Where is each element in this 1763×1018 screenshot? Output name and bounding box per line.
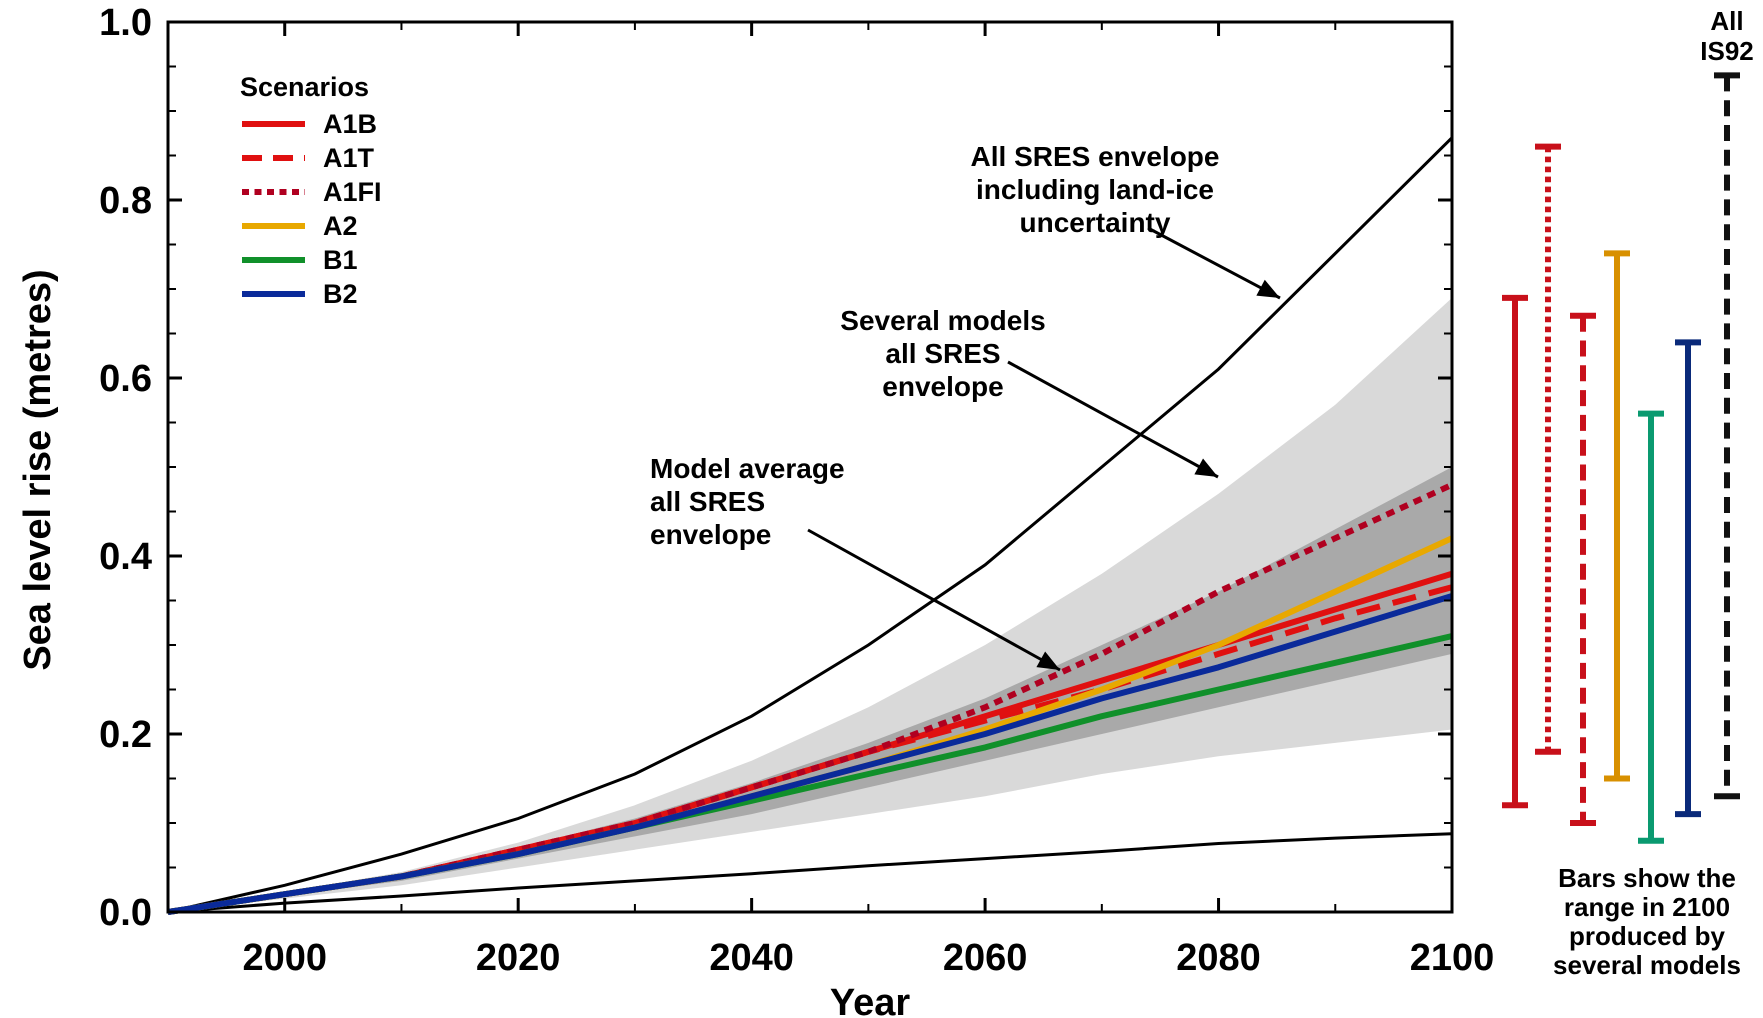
legend: Scenarios A1B A1T A1FI A2 B1 B2 — [240, 72, 382, 309]
annotation-model-average-line: envelope — [650, 519, 771, 550]
x-tick-label: 2060 — [943, 937, 1028, 979]
envelope-layer — [167, 136, 1454, 914]
y-tick-label: 0.8 — [99, 180, 152, 222]
legend-label-a1fi: A1FI — [323, 177, 382, 207]
annotation-land-ice-line: All SRES envelope — [971, 141, 1220, 172]
series-layer — [167, 482, 1454, 915]
x-axis-label: Year — [830, 982, 911, 1018]
x-tick-label: 2040 — [709, 937, 794, 979]
annotation-several-models-line: all SRES — [885, 338, 1000, 369]
range-bar-label-is92: IS92 — [1700, 36, 1754, 66]
envelope-land-ice-upper — [167, 136, 1454, 914]
y-tick-label: 0.2 — [99, 714, 152, 756]
annotation-arrows — [807, 226, 1281, 672]
legend-label-a1b: A1B — [323, 109, 377, 139]
series-line-b2 — [167, 593, 1453, 915]
y-tick-label: 1.0 — [99, 2, 152, 44]
y-tick-label: 0.0 — [99, 892, 152, 934]
legend-title: Scenarios — [240, 72, 369, 102]
arrow-several-models-shaft — [1007, 360, 1219, 479]
annotation-land-ice-line: uncertainty — [1020, 207, 1171, 238]
y-axis-label: Sea level rise (metres) — [17, 269, 59, 670]
annotation-several-models-line: Several models — [840, 305, 1045, 336]
legend-label-a2: A2 — [323, 211, 358, 241]
y-tick-label: 0.4 — [99, 536, 152, 578]
annotation-several-models-line: envelope — [882, 371, 1003, 402]
x-tick-label: 2100 — [1410, 937, 1495, 979]
envelope-model-average — [168, 467, 1452, 912]
x-tick-label: 2020 — [476, 937, 561, 979]
bars-note-line: produced by — [1569, 921, 1726, 951]
bars-note-line: several models — [1553, 950, 1741, 980]
tick-layer: 2000 2020 2040 2060 2080 2100 0.0 0.2 0.4 0.6 0.8 1… — [99, 2, 1494, 979]
annotation-land-ice-line: including land-ice — [976, 174, 1214, 205]
bars-note-line: Bars show the — [1558, 863, 1736, 893]
arrow-model-average-head — [1036, 651, 1060, 670]
bars-note-line: range in 2100 — [1564, 892, 1730, 922]
envelope-several-models — [168, 297, 1452, 912]
x-tick-label: 2080 — [1176, 937, 1261, 979]
legend-label-b1: B1 — [323, 245, 358, 275]
arrow-several-models-head — [1194, 458, 1218, 477]
legend-label-b2: B2 — [323, 279, 358, 309]
envelope-land-ice-lower — [167, 832, 1453, 914]
legend-label-a1t: A1T — [323, 143, 375, 173]
arrow-land-ice-head — [1256, 279, 1280, 298]
arrow-model-average-shaft — [807, 528, 1061, 672]
annotation-model-average-line: all SRES — [650, 486, 765, 517]
x-tick-label: 2000 — [242, 937, 327, 979]
range-bar-label-is92: All — [1710, 6, 1743, 36]
y-tick-label: 0.6 — [99, 358, 152, 400]
arrow-land-ice-shaft — [1147, 226, 1281, 300]
annotation-model-average-line: Model average — [650, 453, 845, 484]
